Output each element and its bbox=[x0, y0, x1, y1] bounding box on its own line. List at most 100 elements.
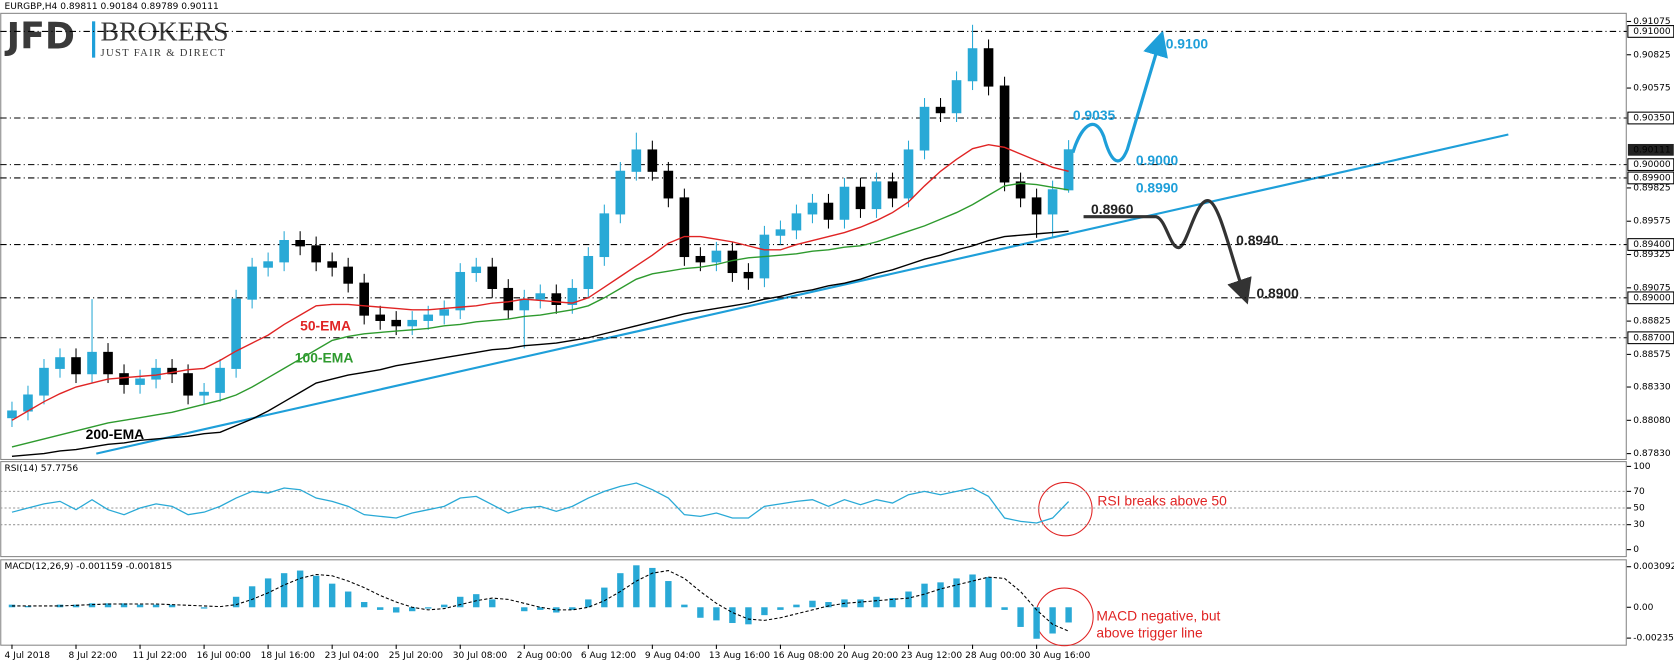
y-tick-label: 0.89575 bbox=[1633, 217, 1670, 227]
y-tick-label: 0.89825 bbox=[1633, 183, 1670, 193]
y-tick-label: 0.89075 bbox=[1633, 283, 1670, 293]
x-tick-label: 20 Aug 20:00 bbox=[837, 651, 898, 661]
candle-body bbox=[471, 266, 482, 274]
level-label: 0.89400 bbox=[1633, 240, 1671, 250]
macd-bar bbox=[553, 607, 560, 613]
logo-name: JFD bbox=[4, 14, 75, 57]
y-tick-label: 50 bbox=[1633, 504, 1645, 514]
candle-body bbox=[871, 181, 882, 210]
candle-body bbox=[551, 293, 562, 305]
y-tick-label: 0.88080 bbox=[1633, 416, 1671, 426]
x-tick-label: 30 Jul 08:00 bbox=[453, 651, 508, 661]
level-annotation: 0.8900 bbox=[1256, 285, 1299, 301]
level-annotation: 0.9000 bbox=[1136, 152, 1179, 168]
macd-bar bbox=[617, 573, 624, 608]
y-tick-label: 0.88825 bbox=[1633, 317, 1670, 327]
macd-bar bbox=[905, 591, 912, 608]
macd-bar bbox=[280, 573, 288, 608]
y-tick-label: 0.91075 bbox=[1633, 17, 1670, 27]
candle-body bbox=[743, 271, 754, 279]
candle-body bbox=[679, 197, 690, 258]
candle-body bbox=[87, 351, 97, 375]
logo-bar bbox=[92, 21, 96, 58]
signal-line bbox=[11, 569, 1069, 632]
x-tick-label: 4 Jul 2018 bbox=[5, 651, 51, 661]
macd-bar bbox=[793, 604, 800, 608]
macd-bar bbox=[457, 596, 464, 608]
macd-bar bbox=[537, 607, 544, 610]
ema-label: 50-EMA bbox=[300, 317, 351, 333]
candle-body bbox=[423, 314, 434, 321]
candle-body bbox=[631, 149, 642, 172]
ema-label: 100-EMA bbox=[295, 349, 354, 365]
y-tick-label: 0 bbox=[1633, 545, 1639, 555]
candle-body bbox=[999, 85, 1010, 183]
macd-bar bbox=[8, 604, 16, 608]
level-annotation: 0.8940 bbox=[1236, 232, 1279, 248]
x-tick-label: 13 Aug 16:00 bbox=[709, 651, 770, 661]
bearish-scenario-arrow bbox=[1083, 199, 1252, 305]
macd-bar bbox=[825, 602, 832, 608]
macd-bar bbox=[328, 583, 336, 608]
candle-body bbox=[775, 229, 786, 236]
y-tick-label: 100 bbox=[1633, 462, 1651, 472]
macd-bar bbox=[376, 607, 384, 610]
level-label: 0.90000 bbox=[1633, 160, 1671, 170]
macd-bar bbox=[152, 604, 160, 608]
y-tick-label: 0.90575 bbox=[1633, 84, 1670, 94]
candle-body bbox=[71, 357, 81, 375]
macd-bar bbox=[745, 607, 752, 625]
candle-body bbox=[151, 367, 161, 380]
candle-body bbox=[407, 319, 418, 327]
candle-body bbox=[647, 149, 658, 172]
candle-body bbox=[199, 391, 209, 396]
candle-body bbox=[935, 106, 946, 114]
candle-body bbox=[7, 410, 17, 419]
y-tick-label: 30 bbox=[1633, 520, 1645, 530]
logo: JFD BROKERS JUST FAIR & DIRECT bbox=[4, 14, 229, 58]
x-tick-label: 2 Aug 00:00 bbox=[517, 651, 573, 661]
rsi-line bbox=[11, 482, 1070, 524]
ema-label: 200-EMA bbox=[86, 426, 145, 442]
candle-body bbox=[103, 351, 113, 375]
level-annotation: 0.8990 bbox=[1136, 180, 1179, 196]
candle-body bbox=[279, 240, 289, 263]
y-tick-label: -0.002351 bbox=[1633, 634, 1674, 644]
y-tick-label: 0.00 bbox=[1633, 603, 1653, 613]
candle-body bbox=[695, 255, 706, 263]
logo-tagline: JUST FAIR & DIRECT bbox=[101, 47, 226, 59]
macd-bar bbox=[296, 570, 304, 608]
macd-bar bbox=[1033, 607, 1040, 639]
candle-body bbox=[967, 48, 978, 82]
y-tick-label: 0.90825 bbox=[1633, 50, 1670, 60]
macd-bar bbox=[489, 599, 496, 608]
bullish-scenario-arrow bbox=[1071, 30, 1168, 163]
x-tick-label: 16 Aug 08:00 bbox=[773, 651, 834, 661]
chart-title: MACD(12,26,9) -0.001159 -0.001815 bbox=[5, 562, 173, 572]
trend-line bbox=[96, 133, 1509, 455]
macd-bar bbox=[1065, 607, 1072, 623]
level-label: 0.90350 bbox=[1633, 114, 1671, 124]
chart-title: EURGBP,H4 0.89811 0.90184 0.89789 0.9011… bbox=[5, 2, 219, 12]
candle-body bbox=[215, 367, 225, 393]
macd-bar bbox=[232, 596, 240, 608]
level-label: 0.91000 bbox=[1633, 27, 1671, 37]
candle-body bbox=[887, 181, 898, 199]
candle-body bbox=[183, 373, 193, 396]
x-tick-label: 23 Jul 04:00 bbox=[325, 651, 380, 661]
macd-bar bbox=[633, 565, 640, 608]
candle-body bbox=[855, 186, 866, 210]
candle-body bbox=[343, 266, 353, 284]
macd-bar bbox=[729, 607, 736, 624]
candle-body bbox=[119, 373, 129, 385]
macd-bar bbox=[585, 599, 592, 608]
macd-bar bbox=[521, 607, 528, 612]
macd-bar bbox=[953, 578, 960, 608]
rsi-panel bbox=[0, 461, 1627, 558]
candle-body bbox=[231, 298, 241, 369]
annotation: MACD negative, but bbox=[1096, 608, 1220, 624]
x-tick-label: 28 Aug 00:00 bbox=[965, 651, 1026, 661]
candle-body bbox=[663, 170, 674, 199]
price-panel bbox=[0, 12, 1627, 461]
